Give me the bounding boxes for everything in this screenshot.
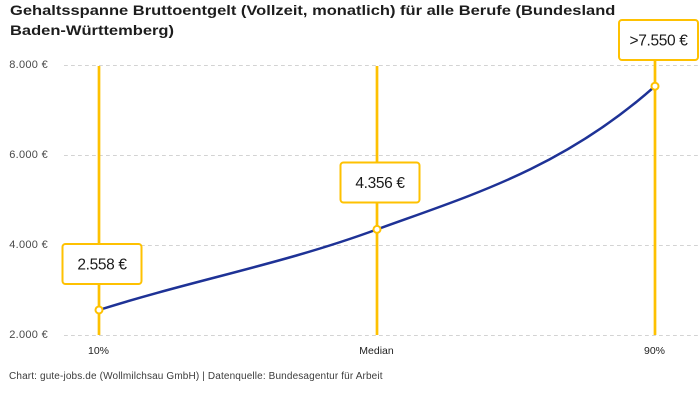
svg-text:4.000 €: 4.000 € [9,239,48,251]
svg-text:>7.550 €: >7.550 € [630,33,689,50]
svg-text:2.558 €: 2.558 € [77,257,127,274]
svg-text:10%: 10% [88,345,109,357]
svg-text:Median: Median [359,345,394,357]
svg-text:90%: 90% [644,345,665,357]
svg-text:6.000 €: 6.000 € [9,149,48,161]
svg-text:4.356 €: 4.356 € [355,175,405,192]
svg-text:2.000 €: 2.000 € [9,329,48,341]
svg-text:8.000 €: 8.000 € [9,59,48,71]
